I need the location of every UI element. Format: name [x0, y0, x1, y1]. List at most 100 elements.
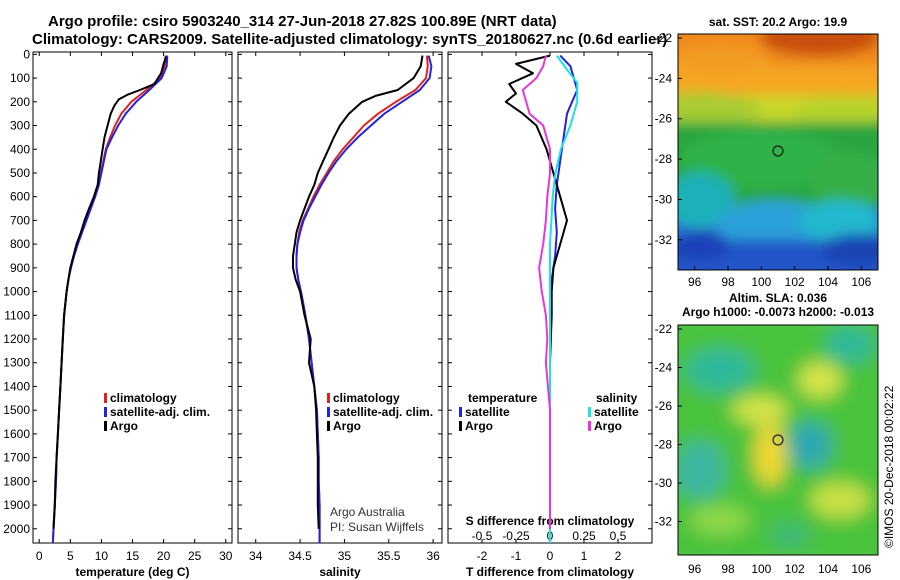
legend-label: satellite: [465, 405, 510, 419]
depth-tick-label: 1300: [3, 356, 30, 370]
depth-tick-label: 1200: [3, 332, 30, 346]
depth-tick-label: 200: [10, 95, 30, 109]
depth-tick-label: 800: [10, 237, 30, 251]
sla-map-lat-tick-label: -30: [655, 476, 673, 490]
sst_map-lon-tick-label: 104: [818, 275, 838, 289]
difference-x-tick-label: 2: [615, 549, 622, 563]
salinity-plot-frame: [237, 51, 443, 544]
temperature-x-tick-label: 10: [95, 549, 109, 563]
depth-tick-label: 1700: [3, 451, 30, 465]
difference-series-0: [549, 54, 579, 543]
sst_map-lon-tick-label: 102: [785, 275, 805, 289]
depth-tick-label: 900: [10, 261, 30, 275]
salinity-series-1: [295, 55, 433, 543]
legend-swatch: [459, 407, 462, 417]
sst_map-lat-tick-label: -30: [655, 192, 673, 206]
depth-tick-label: 1600: [3, 427, 30, 441]
sst-map: [677, 33, 879, 271]
legend-label: satellite-adj. clim.: [110, 405, 210, 419]
salinity-x-tick-label: 36: [426, 549, 440, 563]
legend-label: satellite-adj. clim.: [333, 405, 433, 419]
depth-tick-label: 2000: [3, 522, 30, 536]
sst_map-lat-tick-label: -26: [655, 112, 673, 126]
legend-swatch: [459, 421, 462, 431]
temperature-series-1: [51, 55, 169, 544]
difference-series-3: [521, 55, 551, 529]
depth-tick-label: 300: [10, 119, 30, 133]
depth-tick-label: 500: [10, 166, 30, 180]
difference-t-axis-label: T difference from climatology: [466, 565, 634, 579]
sst_map-lat-tick-label: -22: [655, 31, 673, 45]
sst_map-lat-tick-label: -28: [655, 152, 673, 166]
legend-label: climatology: [110, 391, 177, 405]
depth-tick-label: 600: [10, 190, 30, 204]
sla-map-lat-tick-label: -24: [655, 361, 673, 375]
temperature-plot-frame: [32, 51, 233, 544]
legend-swatch: [588, 407, 591, 417]
sla-map-subtitle: Argo h1000: -0.0073 h2000: -0.013: [682, 305, 874, 319]
salinity-x-tick-label: 34.5: [288, 549, 312, 563]
title-line-1: Argo profile: csiro 5903240_314 27-Jun-2…: [48, 13, 557, 30]
sla-map-lat-tick-label: -22: [655, 322, 673, 336]
depth-tick-label: 100: [10, 71, 30, 85]
sst_map-title: sat. SST: 20.2 Argo: 19.9: [709, 15, 848, 29]
depth-tick-label: 700: [10, 213, 30, 227]
legend-swatch: [104, 393, 107, 403]
depth-tick-label: 1900: [3, 498, 30, 512]
salinity-x-tick-label: 34: [249, 549, 263, 563]
legend-label: climatology: [333, 391, 400, 405]
temperature-x-tick-label: 0: [36, 549, 43, 563]
salinity-x-axis-label: salinity: [319, 565, 361, 579]
legend-swatch: [327, 421, 330, 431]
difference-s-tick-label: 0.5: [610, 529, 627, 543]
difference-series-1: [504, 54, 568, 529]
credit-line-1: Argo Australia: [330, 505, 405, 519]
sla-map-lon-tick-label: 102: [785, 562, 805, 576]
legend-swatch: [104, 421, 107, 431]
sst_map-lon-tick-label: 106: [851, 275, 871, 289]
legend-header-temperature: temperature: [468, 391, 538, 405]
depth-tick-label: 1100: [4, 308, 30, 322]
sst_map-lon-tick-label: 96: [688, 275, 702, 289]
legend-label: Argo: [333, 419, 361, 433]
difference-s-tick-label: -0.5: [472, 529, 493, 543]
sla-map-lat-tick-label: -32: [655, 515, 673, 529]
difference-x-tick-label: -1: [511, 549, 522, 563]
temperature-x-tick-label: 5: [67, 549, 74, 563]
legend-label: Argo: [594, 419, 622, 433]
legend-header-salinity: salinity: [596, 391, 638, 405]
temperature-x-tick-label: 25: [188, 549, 202, 563]
depth-tick-label: 1000: [3, 285, 30, 299]
credit-line-2: PI: Susan Wijffels: [330, 520, 424, 534]
temperature-x-tick-label: 30: [219, 549, 233, 563]
salinity-series-2: [292, 55, 424, 529]
sst_map-lat-tick-label: -32: [655, 233, 673, 247]
sla-map: [677, 324, 879, 556]
difference-series-2: [549, 55, 579, 543]
sla-map-marker: [772, 434, 784, 446]
sst_map-lon-tick-label: 98: [721, 275, 735, 289]
profile-plots: 0100200300400500600700800900100011001200…: [3, 15, 874, 579]
difference-x-tick-label: 1: [581, 549, 588, 563]
sla-map-lon-tick-label: 104: [818, 562, 838, 576]
sst-map-marker: [772, 145, 784, 157]
salinity-x-tick-label: 35: [338, 549, 352, 563]
depth-tick-label: 0: [23, 47, 30, 61]
sla-map-lon-tick-label: 100: [751, 562, 771, 576]
temperature-series-2: [52, 56, 168, 529]
sla-map-lat-tick-label: -26: [655, 399, 673, 413]
legend-label: satellite: [594, 405, 639, 419]
temperature-x-axis-label: temperature (deg C): [75, 565, 189, 579]
temperature-x-tick-label: 20: [157, 549, 171, 563]
legend-swatch: [327, 393, 330, 403]
legend-label: Argo: [465, 419, 493, 433]
depth-tick-label: 400: [10, 142, 30, 156]
salinity-series-0: [295, 55, 429, 543]
depth-tick-label: 1400: [3, 379, 30, 393]
temperature-x-tick-label: 15: [126, 549, 140, 563]
sla-map-lon-tick-label: 96: [688, 562, 702, 576]
sla-map-lon-tick-label: 106: [851, 562, 871, 576]
difference-x-tick-label: -2: [477, 549, 488, 563]
difference-s-tick-label: -0.25: [502, 529, 530, 543]
